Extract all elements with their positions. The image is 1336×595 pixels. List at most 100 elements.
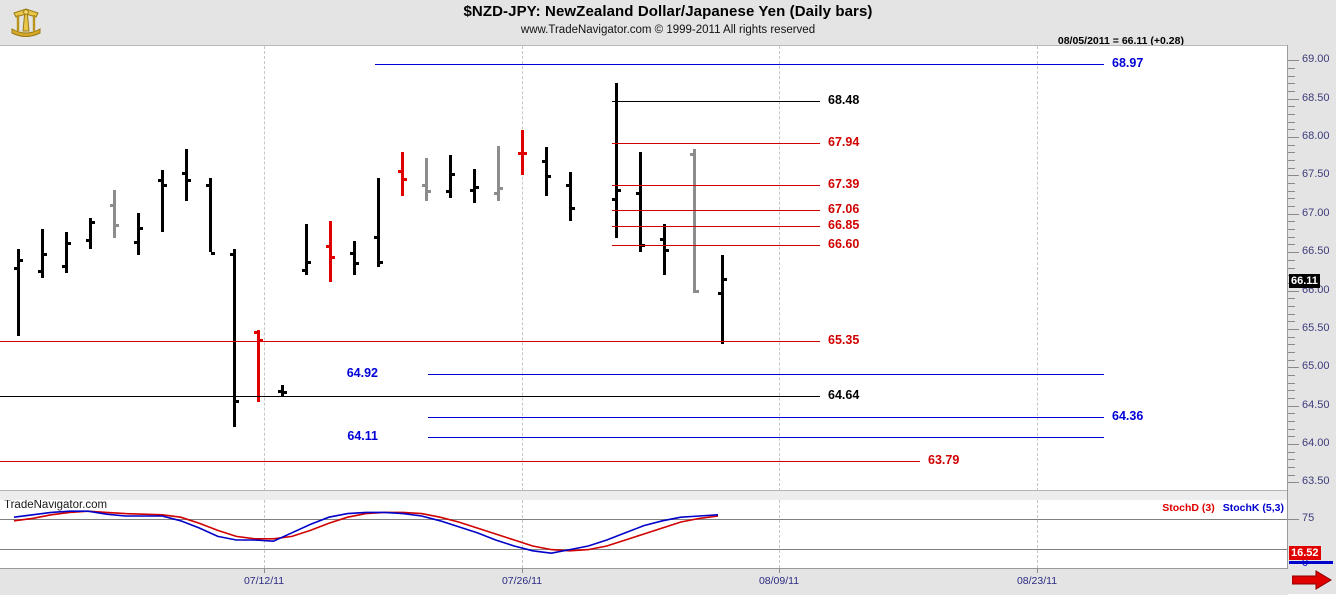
bar-open-tick — [494, 191, 498, 195]
price-level-label: 63.79 — [928, 453, 960, 468]
bar-close-tick — [115, 223, 119, 227]
bar-high-low — [137, 213, 140, 255]
price-axis-minor-tick — [1288, 152, 1295, 154]
ohlc-bar — [518, 130, 527, 175]
stoch-vgrid-3 — [1037, 500, 1038, 568]
bar-close-tick — [211, 251, 215, 255]
bar-close-tick — [547, 174, 551, 178]
bar-open-tick — [518, 151, 522, 155]
bar-open-tick — [542, 159, 546, 163]
bar-open-tick — [636, 191, 640, 195]
chart-title: $NZD-JPY: NewZealand Dollar/Japanese Yen… — [463, 3, 873, 20]
price-level-label: 64.36 — [1112, 409, 1144, 424]
ohlc-bar — [278, 385, 287, 398]
price-axis-minor-tick — [1288, 183, 1295, 185]
ohlc-bar — [660, 224, 669, 275]
bar-close-tick — [307, 260, 311, 264]
price-axis-label: 65.00 — [1302, 360, 1330, 373]
price-level-label: 66.85 — [828, 218, 860, 233]
bar-high-low — [615, 82, 618, 238]
price-axis-label: 68.50 — [1302, 91, 1330, 104]
price-axis-minor-tick — [1288, 244, 1295, 246]
price-axis-minor-tick — [1288, 114, 1295, 116]
price-axis-label: 68.00 — [1302, 130, 1330, 143]
price-level-line — [612, 210, 820, 212]
bar-close-tick — [163, 184, 167, 188]
price-axis-label: 67.50 — [1302, 168, 1330, 181]
price-axis-minor-tick — [1288, 221, 1295, 223]
bar-open-tick — [326, 245, 330, 249]
bar-high-low — [113, 190, 116, 238]
chart-subtitle: www.TradeNavigator.com © 1999-2011 All r… — [520, 24, 816, 36]
price-level-label: 67.39 — [828, 176, 860, 191]
date-axis-label: 07/26/11 — [501, 575, 543, 587]
date-axis-label: 08/23/11 — [1016, 575, 1058, 587]
bar-high-low — [545, 147, 548, 197]
price-axis-minor-tick — [1288, 213, 1295, 215]
price-axis-minor-tick — [1288, 290, 1295, 292]
stoch-hgrid-25 — [0, 549, 1288, 550]
bar-close-tick — [451, 173, 455, 177]
ohlc-bar — [566, 171, 575, 221]
bar-high-low — [473, 168, 476, 203]
bar-close-tick — [475, 185, 479, 189]
date-axis-tick — [1037, 569, 1038, 573]
ohlc-bar — [422, 158, 431, 201]
price-axis-minor-tick — [1288, 436, 1295, 438]
bar-high-low — [17, 249, 20, 336]
ohlc-bar — [446, 154, 455, 198]
price-axis-minor-tick — [1288, 482, 1295, 484]
quote-readout: 08/05/2011 = 66.11 (+0.28) — [1057, 35, 1184, 47]
stochastic-pane[interactable]: TradeNavigator.com StochD (3) StochK (5,3… — [0, 500, 1288, 568]
price-axis-minor-tick — [1288, 236, 1295, 238]
price-level-label: 68.48 — [828, 93, 860, 108]
date-axis[interactable]: 07/12/11 07/26/11 08/09/11 08/23/11 — [0, 568, 1288, 595]
price-vgrid-2 — [779, 46, 780, 491]
price-axis[interactable]: 69.00 68.50 68.00 67.50 67.00 66.50 66.00 65.50… — [1287, 45, 1336, 594]
ohlc-bar — [350, 240, 359, 275]
price-axis-minor-tick — [1288, 68, 1295, 70]
date-axis-tick — [522, 569, 523, 573]
bar-open-tick — [350, 251, 354, 255]
stoch-vgrid-1 — [522, 500, 523, 568]
bar-open-tick — [254, 331, 258, 335]
price-axis-minor-tick — [1288, 328, 1295, 330]
ohlc-bar — [398, 151, 407, 197]
price-axis-minor-tick — [1288, 121, 1295, 123]
price-vgrid-3 — [1037, 46, 1038, 491]
price-axis-minor-tick — [1288, 321, 1295, 323]
price-axis-minor-tick — [1288, 459, 1295, 461]
bar-open-tick — [612, 197, 616, 201]
bar-close-tick — [523, 151, 527, 155]
price-chart-pane[interactable]: 68.97 68.48 67.94 67.39 67.06 66.85 66.60 65.35… — [0, 45, 1288, 491]
price-axis-minor-tick — [1288, 382, 1295, 384]
bar-close-tick — [187, 179, 191, 183]
date-axis-label: 07/12/11 — [243, 575, 285, 587]
bar-open-tick — [302, 268, 306, 272]
current-price-marker: 66.11 — [1289, 274, 1320, 289]
bar-high-low — [65, 231, 68, 274]
ohlc-bar — [636, 151, 645, 252]
stoch-vgrid-0 — [264, 500, 265, 568]
price-axis-minor-tick — [1288, 374, 1295, 376]
watermark-label: TradeNavigator.com — [4, 500, 108, 511]
price-axis-minor-tick — [1288, 305, 1295, 307]
bar-open-tick — [566, 184, 570, 188]
price-vgrid-1 — [522, 46, 523, 491]
bar-high-low — [209, 177, 212, 252]
bar-high-low — [425, 158, 428, 201]
bar-high-low — [693, 148, 696, 294]
ohlc-bar — [230, 248, 239, 427]
price-axis-label: 63.50 — [1302, 475, 1330, 488]
price-axis-minor-tick — [1288, 144, 1295, 146]
bar-close-tick — [355, 262, 359, 266]
price-axis-minor-tick — [1288, 91, 1295, 93]
bar-close-tick — [19, 259, 23, 263]
bar-close-tick — [283, 391, 287, 395]
price-axis-label: 64.50 — [1302, 398, 1330, 411]
price-axis-minor-tick — [1288, 474, 1295, 476]
price-level-line — [0, 395, 820, 397]
stoch-d-line — [13, 510, 719, 552]
bar-close-tick — [379, 260, 383, 264]
